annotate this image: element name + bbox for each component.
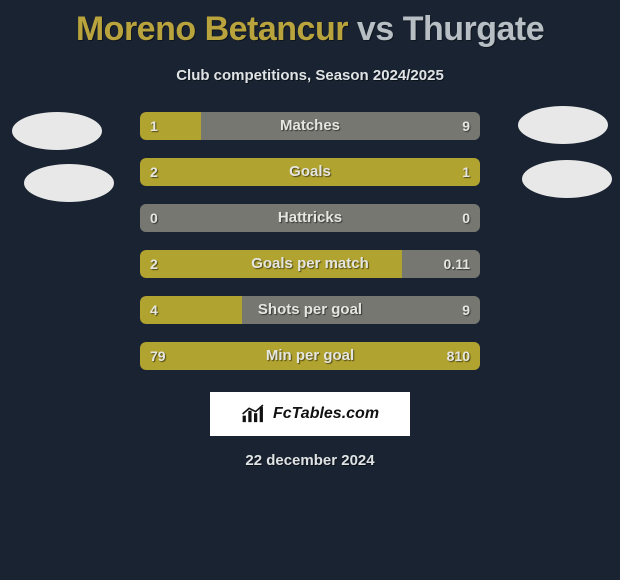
stat-row: 20.11Goals per match [140,250,480,278]
chart-icon [241,403,267,425]
player2-name: Thurgate [403,10,544,48]
player1-avatar [12,112,102,150]
stat-label: Min per goal [140,342,480,370]
stat-row: 49Shots per goal [140,296,480,324]
player1-club-avatar [24,164,114,202]
vs-separator: vs [357,10,394,48]
stat-row: 00Hattricks [140,204,480,232]
stat-label: Goals per match [140,250,480,278]
player1-name: Moreno Betancur [76,10,348,48]
source-badge: FcTables.com [210,392,410,436]
snapshot-date: 22 december 2024 [0,452,620,469]
stat-row: 79810Min per goal [140,342,480,370]
stat-row: 19Matches [140,112,480,140]
source-name: FcTables.com [273,405,379,423]
stat-label: Matches [140,112,480,140]
stat-bars: 19Matches 21Goals 00Hattricks 20.11Goals pe… [140,112,480,370]
stat-label: Shots per goal [140,296,480,324]
comparison-chart: 19Matches 21Goals 00Hattricks 20.11Goals pe… [0,112,620,370]
subtitle: Club competitions, Season 2024/2025 [0,67,620,84]
stat-label: Goals [140,158,480,186]
comparison-title: Moreno Betancur vs Thurgate [0,0,620,49]
stat-row: 21Goals [140,158,480,186]
player2-club-avatar [522,160,612,198]
player2-avatar [518,106,608,144]
stat-label: Hattricks [140,204,480,232]
